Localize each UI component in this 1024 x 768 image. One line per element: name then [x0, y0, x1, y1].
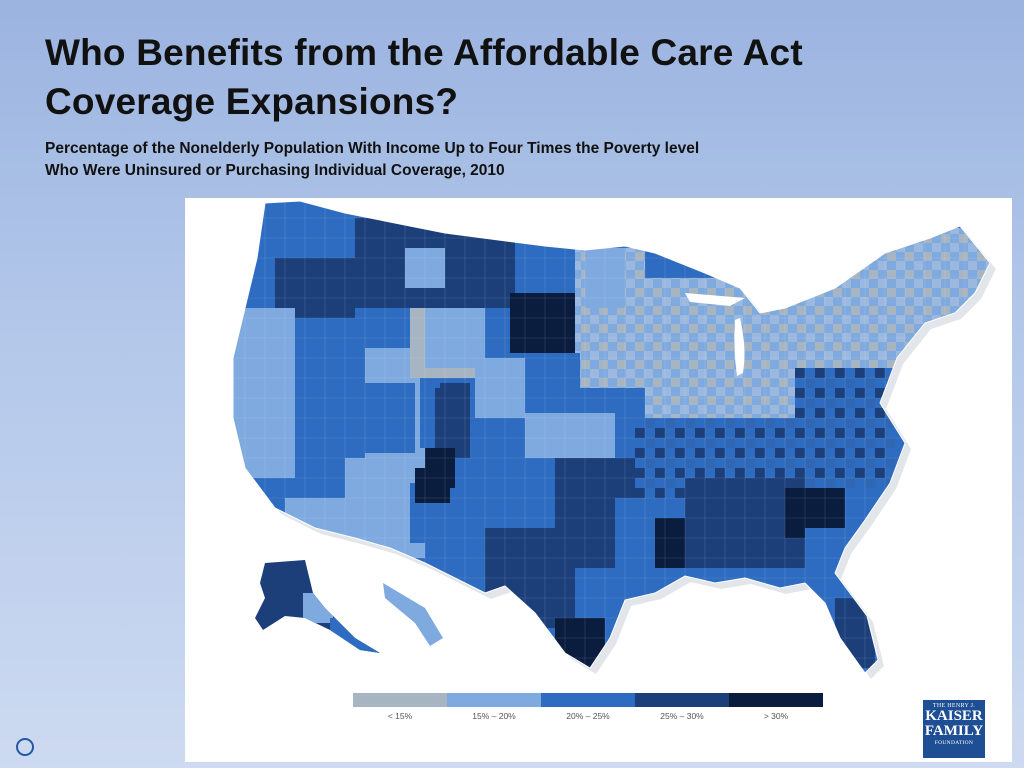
lake-superior	[685, 293, 745, 306]
legend-swatch-lt15	[353, 693, 447, 707]
slide-nav-circle-icon[interactable]	[16, 738, 34, 756]
kaiser-family-foundation-logo: THE HENRY J. KAISER FAMILY FOUNDATION	[923, 700, 985, 758]
legend-swatch-gt30	[729, 693, 823, 707]
map-legend: < 15% 15% – 20% 20% – 25% 25% – 30% > 30…	[353, 693, 823, 733]
us-county-map	[232, 200, 996, 679]
legend-label-gt30: > 30%	[763, 711, 789, 721]
alaska-counties	[255, 560, 380, 653]
map-panel: < 15% 15% – 20% 20% – 25% 25% – 30% > 30…	[185, 198, 1012, 762]
logo-family: FAMILY	[924, 723, 984, 739]
title-line-2: Coverage Expansions?	[45, 81, 459, 122]
slide-subtitle: Percentage of the Nonelderly Population …	[45, 138, 945, 182]
logo-top-text: THE HENRY J.	[932, 703, 976, 709]
legend-swatch-15-20	[447, 693, 541, 707]
logo-bottom-text: FOUNDATION	[934, 740, 974, 746]
logo-kaiser: KAISER	[925, 708, 983, 724]
slide-title: Who Benefits from the Affordable Care Ac…	[45, 28, 945, 126]
subtitle-line-2: Who Were Uninsured or Purchasing Individ…	[45, 162, 505, 179]
legend-label-lt15: < 15%	[387, 711, 413, 721]
legend-label-20-25: 20% – 25%	[566, 711, 610, 721]
lake-michigan	[734, 318, 745, 376]
subtitle-line-1: Percentage of the Nonelderly Population …	[45, 140, 700, 157]
hawaii-counties	[383, 583, 443, 646]
lower48-counties	[233, 201, 990, 673]
legend-label-25-30: 25% – 30%	[660, 711, 704, 721]
title-line-1: Who Benefits from the Affordable Care Ac…	[45, 32, 803, 73]
legend-swatch-20-25	[541, 693, 635, 707]
legend-swatch-25-30	[635, 693, 729, 707]
legend-label-15-20: 15% – 20%	[472, 711, 516, 721]
